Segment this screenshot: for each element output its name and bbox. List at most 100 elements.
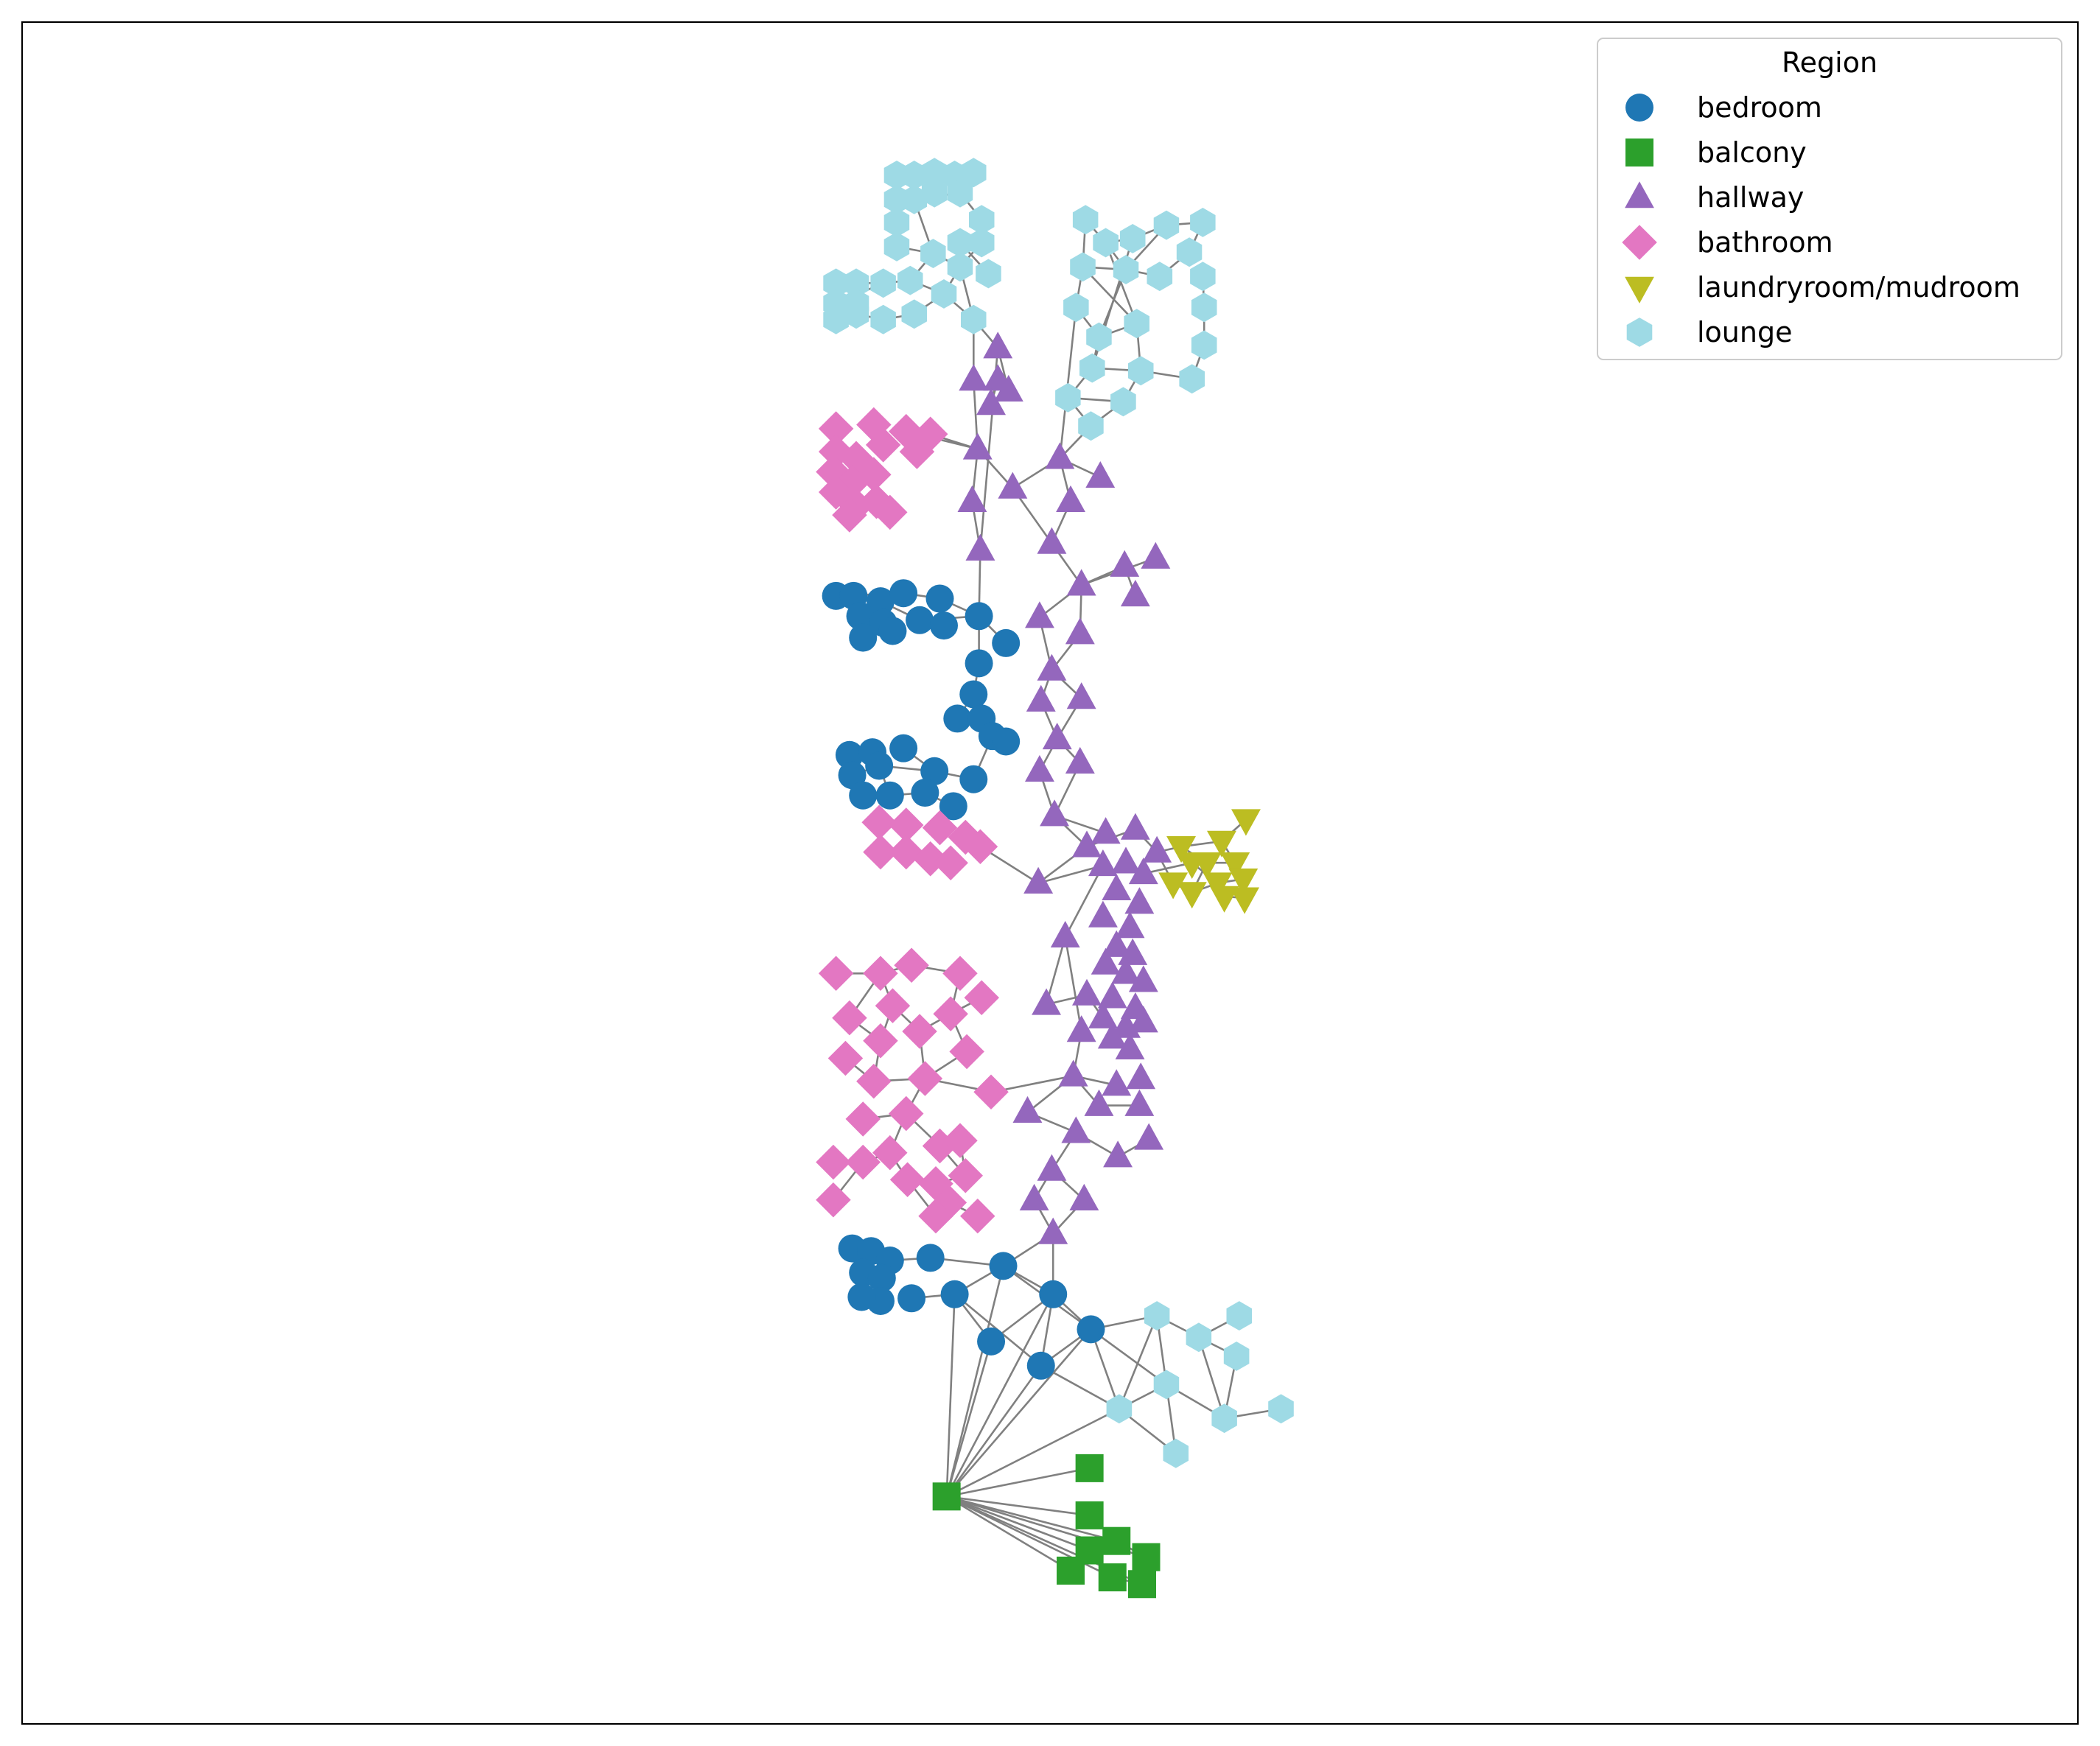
hallway-node [993, 374, 1023, 402]
bathroom-node [894, 947, 929, 983]
bathroom-node [861, 804, 897, 840]
hallway-node [1115, 911, 1145, 939]
legend-label-balcony: balcony [1697, 136, 1807, 169]
bathroom-node [889, 807, 924, 843]
bedroom-node [1026, 1351, 1055, 1380]
bathroom-node [856, 457, 892, 492]
hallway-node [1058, 1059, 1088, 1087]
graph-edge [1118, 1315, 1158, 1409]
bathroom-node [949, 1034, 984, 1070]
lounge-node [1086, 322, 1112, 352]
lounge-node [843, 299, 869, 329]
bathroom-node [933, 996, 968, 1031]
bathroom-node [960, 1198, 995, 1234]
hallway-node [1025, 754, 1054, 782]
lounge-node [1063, 292, 1089, 323]
hallway-node [1023, 866, 1054, 894]
lounge-node [883, 231, 910, 262]
hallway-node [1088, 1001, 1118, 1028]
graph-edge [946, 1496, 1117, 1542]
hallway-node [1126, 1062, 1156, 1090]
lounge-node [1211, 1403, 1237, 1434]
lounge-node [870, 304, 896, 334]
bathroom-node [933, 845, 968, 880]
graph-edge [945, 1294, 1054, 1497]
hallway-node [962, 432, 993, 460]
bedroom-node [959, 680, 988, 709]
graph-edge [946, 1408, 1120, 1498]
bedroom-node [906, 606, 934, 634]
bathroom-node [832, 1000, 867, 1036]
lounge-node [947, 228, 973, 258]
laundry-node [1228, 868, 1259, 895]
graph-edge [946, 1467, 1090, 1498]
legend-marker-hallway [1625, 181, 1654, 208]
hallway-node [1097, 1022, 1127, 1049]
bedroom-node [930, 611, 958, 640]
bathroom-node [922, 810, 958, 846]
bedroom-node [897, 1284, 926, 1313]
bathroom-node [973, 1074, 1009, 1109]
bathroom-node [889, 1162, 925, 1197]
hallway-node [1042, 723, 1072, 750]
lounge-node [897, 265, 923, 295]
hallway-node [1120, 580, 1150, 607]
hallway-node [1025, 601, 1054, 628]
legend-title: Region [1782, 46, 1877, 79]
hallway-node [1069, 1183, 1099, 1210]
hallway-node [1037, 1154, 1067, 1181]
hallway-node [1065, 617, 1095, 645]
graph-edge [946, 1496, 1091, 1552]
bedroom-node [940, 1280, 969, 1308]
bathroom-node [856, 1063, 892, 1099]
bedroom-node [939, 792, 967, 821]
lounge-node [1093, 228, 1119, 258]
graph-edge [1090, 1328, 1167, 1386]
hallway-node [1088, 900, 1118, 928]
lounge-node [901, 161, 927, 190]
bedroom-node [992, 727, 1021, 756]
legend-marker-balcony [1625, 139, 1653, 166]
lounge-node [1153, 1370, 1180, 1400]
bathroom-node [907, 1061, 943, 1096]
lounge-node [901, 299, 927, 329]
lounge-node [1147, 262, 1173, 292]
bedroom-node [849, 781, 878, 810]
lounge-node [1191, 292, 1217, 323]
lounge-node [1190, 208, 1216, 237]
bedroom-node [889, 579, 918, 608]
bedroom-node [989, 1252, 1018, 1280]
lounge-node [1070, 252, 1096, 282]
plot-frame [21, 21, 2079, 1725]
lounge-node [1144, 1301, 1170, 1330]
laundry-node [1230, 887, 1259, 914]
hallway-node [1102, 930, 1132, 957]
lounge-node [931, 279, 957, 309]
bathroom-node [816, 1144, 851, 1180]
graph-edge [1064, 865, 1105, 938]
balcony-node [932, 1482, 961, 1511]
hallway-node [1097, 981, 1127, 1009]
hallway-node [1088, 849, 1118, 877]
hallway-node [1019, 1183, 1049, 1210]
graph-edge [992, 1075, 1074, 1093]
bathroom-node [863, 956, 898, 991]
hallway-node [965, 533, 995, 561]
graph-nodes [816, 158, 1294, 1599]
bedroom-node [920, 757, 949, 785]
legend-marker-laundry [1625, 276, 1654, 304]
hallway-node [1040, 799, 1069, 827]
hallway-node [1142, 835, 1172, 863]
bedroom-node [916, 1244, 945, 1272]
bedroom-node [992, 628, 1021, 657]
graph-edge [1064, 936, 1082, 1032]
bedroom-node [943, 704, 972, 733]
hallway-node [1037, 653, 1067, 681]
bathroom-node [902, 1014, 937, 1049]
bathroom-node [832, 497, 867, 533]
hallway-node [1037, 527, 1067, 554]
lounge-node [1223, 1342, 1250, 1371]
hallway-node [1084, 1089, 1114, 1116]
balcony-node [1098, 1563, 1127, 1592]
graph-edge [1059, 307, 1077, 459]
